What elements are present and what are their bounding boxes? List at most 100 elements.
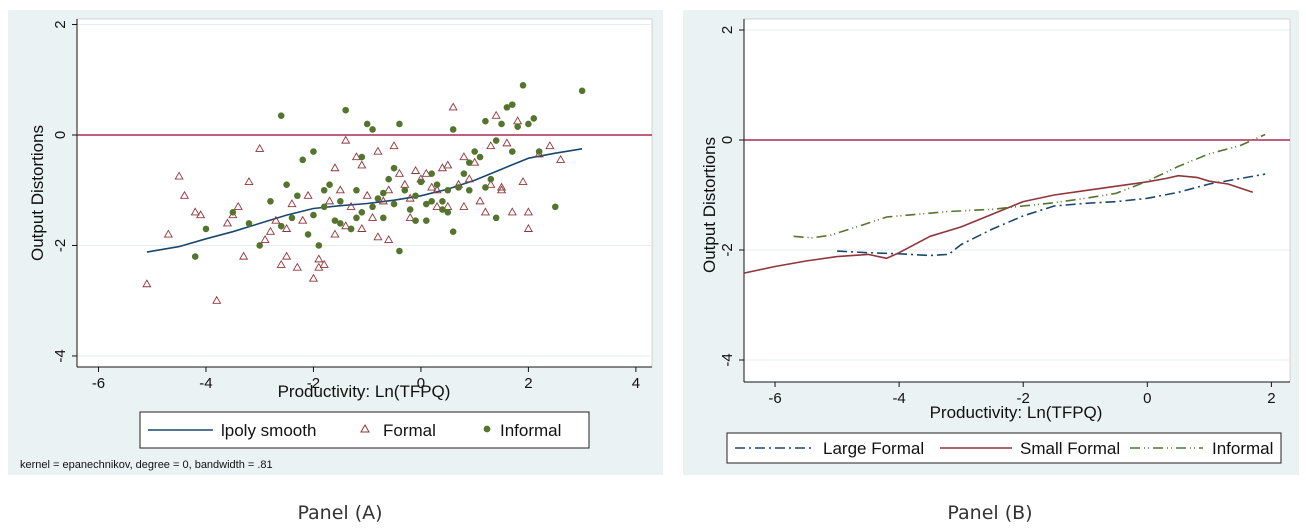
a-point-formal bbox=[394, 168, 405, 177]
a-x-tick-label: -6 bbox=[92, 375, 105, 392]
a-point-informal bbox=[337, 197, 344, 205]
b-y-tick-label: -2 bbox=[719, 243, 736, 256]
a-point-informal bbox=[202, 225, 210, 233]
a-point-informal bbox=[326, 181, 333, 189]
b-y-tick-label: 2 bbox=[719, 26, 736, 34]
a-point-informal bbox=[508, 101, 516, 108]
a-point-informal bbox=[465, 159, 473, 166]
b-x-tick-label: 0 bbox=[1143, 390, 1151, 407]
a-point-formal bbox=[556, 154, 566, 163]
a-point-formal bbox=[384, 235, 394, 244]
a-point-formal bbox=[523, 224, 533, 232]
a-point-formal bbox=[373, 146, 383, 155]
a-point-formal bbox=[196, 210, 206, 219]
a-point-informal bbox=[331, 217, 339, 224]
a-point-informal bbox=[412, 217, 419, 224]
a-point-formal bbox=[362, 190, 372, 199]
a-point-formal bbox=[260, 235, 270, 244]
a-point-formal bbox=[405, 212, 415, 221]
a-point-informal bbox=[342, 106, 349, 114]
a-point-formal bbox=[179, 190, 190, 199]
a-point-formal bbox=[303, 190, 313, 199]
a-point-informal bbox=[294, 192, 301, 200]
a-point-formal bbox=[330, 229, 340, 238]
a-point-informal bbox=[315, 242, 323, 249]
a-point-formal bbox=[486, 179, 496, 188]
a-point-informal bbox=[191, 253, 199, 260]
a-point-formal bbox=[421, 168, 431, 177]
a-point-informal bbox=[390, 200, 398, 208]
a-line-lpoly-smooth bbox=[146, 148, 583, 253]
a-point-formal bbox=[142, 279, 152, 288]
a-point-formal bbox=[174, 171, 184, 180]
a-point-formal bbox=[427, 182, 437, 191]
a-point-informal bbox=[551, 203, 559, 211]
a-point-formal bbox=[282, 224, 292, 232]
a-point-formal bbox=[496, 185, 507, 194]
a-point-informal bbox=[396, 247, 403, 255]
a-point-formal bbox=[486, 141, 496, 150]
a-point-formal bbox=[367, 212, 378, 221]
a-point-informal bbox=[525, 120, 532, 128]
a-point-formal bbox=[212, 295, 222, 304]
a-point-informal bbox=[444, 209, 452, 216]
a-point-informal bbox=[498, 120, 505, 128]
a-point-informal bbox=[406, 206, 414, 213]
a-point-formal bbox=[308, 273, 319, 282]
panel-a-ticks: -6 -4 -2 0 2 4 2 0 -2 -4 bbox=[52, 19, 652, 392]
a-point-formal bbox=[518, 177, 528, 186]
a-point-formal bbox=[233, 201, 243, 210]
panel-a-y-axis-label: Output Distortions bbox=[28, 125, 47, 261]
a-point-informal bbox=[256, 242, 264, 249]
panel-a-legend-marker-informal bbox=[483, 425, 491, 433]
panel-a: -6 -4 -2 0 2 4 2 0 -2 -4 Productivity: Ln(TFPQ) O… bbox=[8, 10, 663, 475]
panel-a-series bbox=[77, 81, 652, 304]
panel-b: -6 -4 -2 0 2 2 0 -2 -4 Productivity: Ln(TFPQ) Ou… bbox=[683, 10, 1299, 475]
a-point-informal bbox=[337, 220, 344, 227]
panel-b-legend-label-informal: Informal bbox=[1212, 439, 1273, 458]
a-point-informal bbox=[476, 153, 484, 161]
panel-a-legend-box bbox=[139, 411, 590, 449]
a-point-informal bbox=[535, 148, 543, 155]
a-point-informal bbox=[229, 209, 237, 216]
a-point-formal bbox=[319, 259, 329, 268]
a-point-informal bbox=[267, 197, 274, 205]
a-point-formal bbox=[314, 254, 324, 263]
a-point-formal bbox=[459, 152, 469, 161]
a-point-formal bbox=[545, 141, 555, 150]
a-point-formal bbox=[346, 201, 356, 210]
a-point-formal bbox=[443, 160, 453, 169]
a-y-tick-label: 0 bbox=[52, 131, 69, 139]
a-point-informal bbox=[277, 112, 285, 119]
b-x-tick-label: 2 bbox=[1267, 390, 1275, 407]
a-point-formal bbox=[496, 182, 507, 191]
a-point-formal bbox=[282, 251, 292, 260]
a-point-informal bbox=[492, 214, 500, 222]
a-point-formal bbox=[523, 207, 533, 216]
a-point-informal bbox=[487, 175, 495, 183]
a-point-formal bbox=[271, 215, 281, 224]
a-point-informal bbox=[412, 192, 419, 200]
a-point-informal bbox=[358, 153, 366, 161]
a-point-informal bbox=[385, 175, 392, 183]
a-point-formal bbox=[502, 138, 512, 147]
panel-b-series bbox=[743, 133, 1290, 274]
a-point-formal bbox=[432, 201, 442, 210]
a-point-informal bbox=[320, 203, 328, 211]
a-point-informal bbox=[374, 195, 382, 202]
a-point-formal bbox=[287, 199, 297, 208]
panel-b-plot-area bbox=[743, 18, 1291, 383]
a-point-formal bbox=[222, 218, 233, 227]
a-x-tick-label: 2 bbox=[524, 375, 532, 392]
a-point-informal bbox=[433, 181, 441, 189]
a-point-informal bbox=[396, 120, 403, 128]
a-point-formal bbox=[448, 102, 458, 111]
caption-panel-a: Panel (A) bbox=[297, 502, 382, 524]
a-point-informal bbox=[380, 214, 387, 222]
a-y-tick-label: -2 bbox=[52, 239, 69, 252]
a-point-informal bbox=[304, 231, 312, 238]
a-point-formal bbox=[378, 196, 388, 205]
a-point-informal bbox=[428, 197, 435, 205]
a-point-informal bbox=[471, 148, 478, 155]
a-point-formal bbox=[507, 207, 517, 216]
